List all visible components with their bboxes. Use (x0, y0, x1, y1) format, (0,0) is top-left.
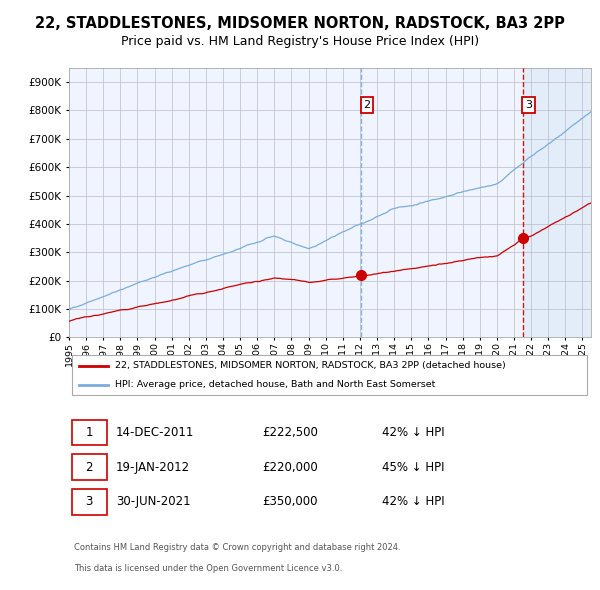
Text: 30-JUN-2021: 30-JUN-2021 (116, 495, 191, 508)
Text: £350,000: £350,000 (262, 495, 317, 508)
Text: HPI: Average price, detached house, Bath and North East Somerset: HPI: Average price, detached house, Bath… (115, 381, 436, 389)
Text: 2: 2 (86, 461, 93, 474)
Text: Price paid vs. HM Land Registry's House Price Index (HPI): Price paid vs. HM Land Registry's House … (121, 35, 479, 48)
Text: 19-JAN-2012: 19-JAN-2012 (116, 461, 190, 474)
FancyBboxPatch shape (71, 489, 107, 514)
Text: Contains HM Land Registry data © Crown copyright and database right 2024.: Contains HM Land Registry data © Crown c… (74, 543, 401, 552)
FancyBboxPatch shape (71, 454, 107, 480)
Text: 2: 2 (364, 100, 370, 110)
Text: 1: 1 (86, 426, 93, 439)
Text: 42% ↓ HPI: 42% ↓ HPI (382, 426, 445, 439)
Bar (523, 68, 591, 337)
Text: This data is licensed under the Open Government Licence v3.0.: This data is licensed under the Open Gov… (74, 563, 343, 573)
Text: 45% ↓ HPI: 45% ↓ HPI (382, 461, 445, 474)
Text: 14-DEC-2011: 14-DEC-2011 (116, 426, 194, 439)
Text: £222,500: £222,500 (262, 426, 318, 439)
FancyBboxPatch shape (71, 419, 107, 445)
Text: 3: 3 (86, 495, 93, 508)
Text: 22, STADDLESTONES, MIDSOMER NORTON, RADSTOCK, BA3 2PP (detached house): 22, STADDLESTONES, MIDSOMER NORTON, RADS… (115, 361, 506, 370)
Text: 22, STADDLESTONES, MIDSOMER NORTON, RADSTOCK, BA3 2PP: 22, STADDLESTONES, MIDSOMER NORTON, RADS… (35, 16, 565, 31)
Text: £220,000: £220,000 (262, 461, 318, 474)
Text: 42% ↓ HPI: 42% ↓ HPI (382, 495, 445, 508)
FancyBboxPatch shape (71, 355, 587, 395)
Text: 3: 3 (525, 100, 532, 110)
